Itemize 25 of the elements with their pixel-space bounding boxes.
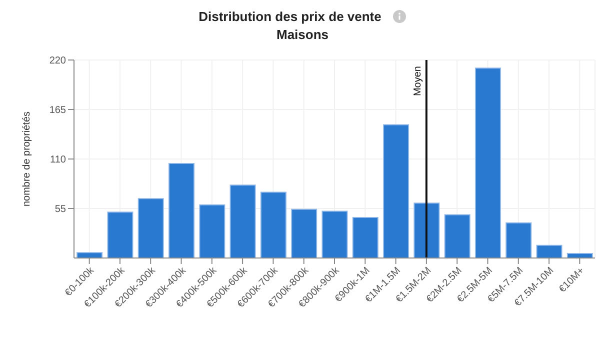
ref-line-label: Moyen [412,66,424,96]
bar [444,214,470,258]
y-axis-title: nombre de propriétés [22,111,33,207]
bar [230,184,256,258]
y-tick-label: 110 [50,154,66,166]
y-tick-label: 220 [49,56,66,67]
bar [414,202,440,258]
bar [291,208,318,258]
bar [260,192,286,258]
bar [168,163,195,258]
bar [322,210,348,258]
chart-subtitle: Maisons [275,26,330,44]
chart-title: Distribution des prix de vente [198,9,382,24]
y-tick-label: 55 [54,204,66,216]
bar [506,222,532,258]
bar [474,68,501,258]
bar [536,244,562,258]
bar [352,217,378,258]
bar [383,124,410,258]
bar [107,212,134,258]
bar [566,253,593,258]
bar [138,198,164,258]
bar [76,252,103,258]
y-tick-label: 165 [49,105,66,116]
bar [199,204,226,258]
